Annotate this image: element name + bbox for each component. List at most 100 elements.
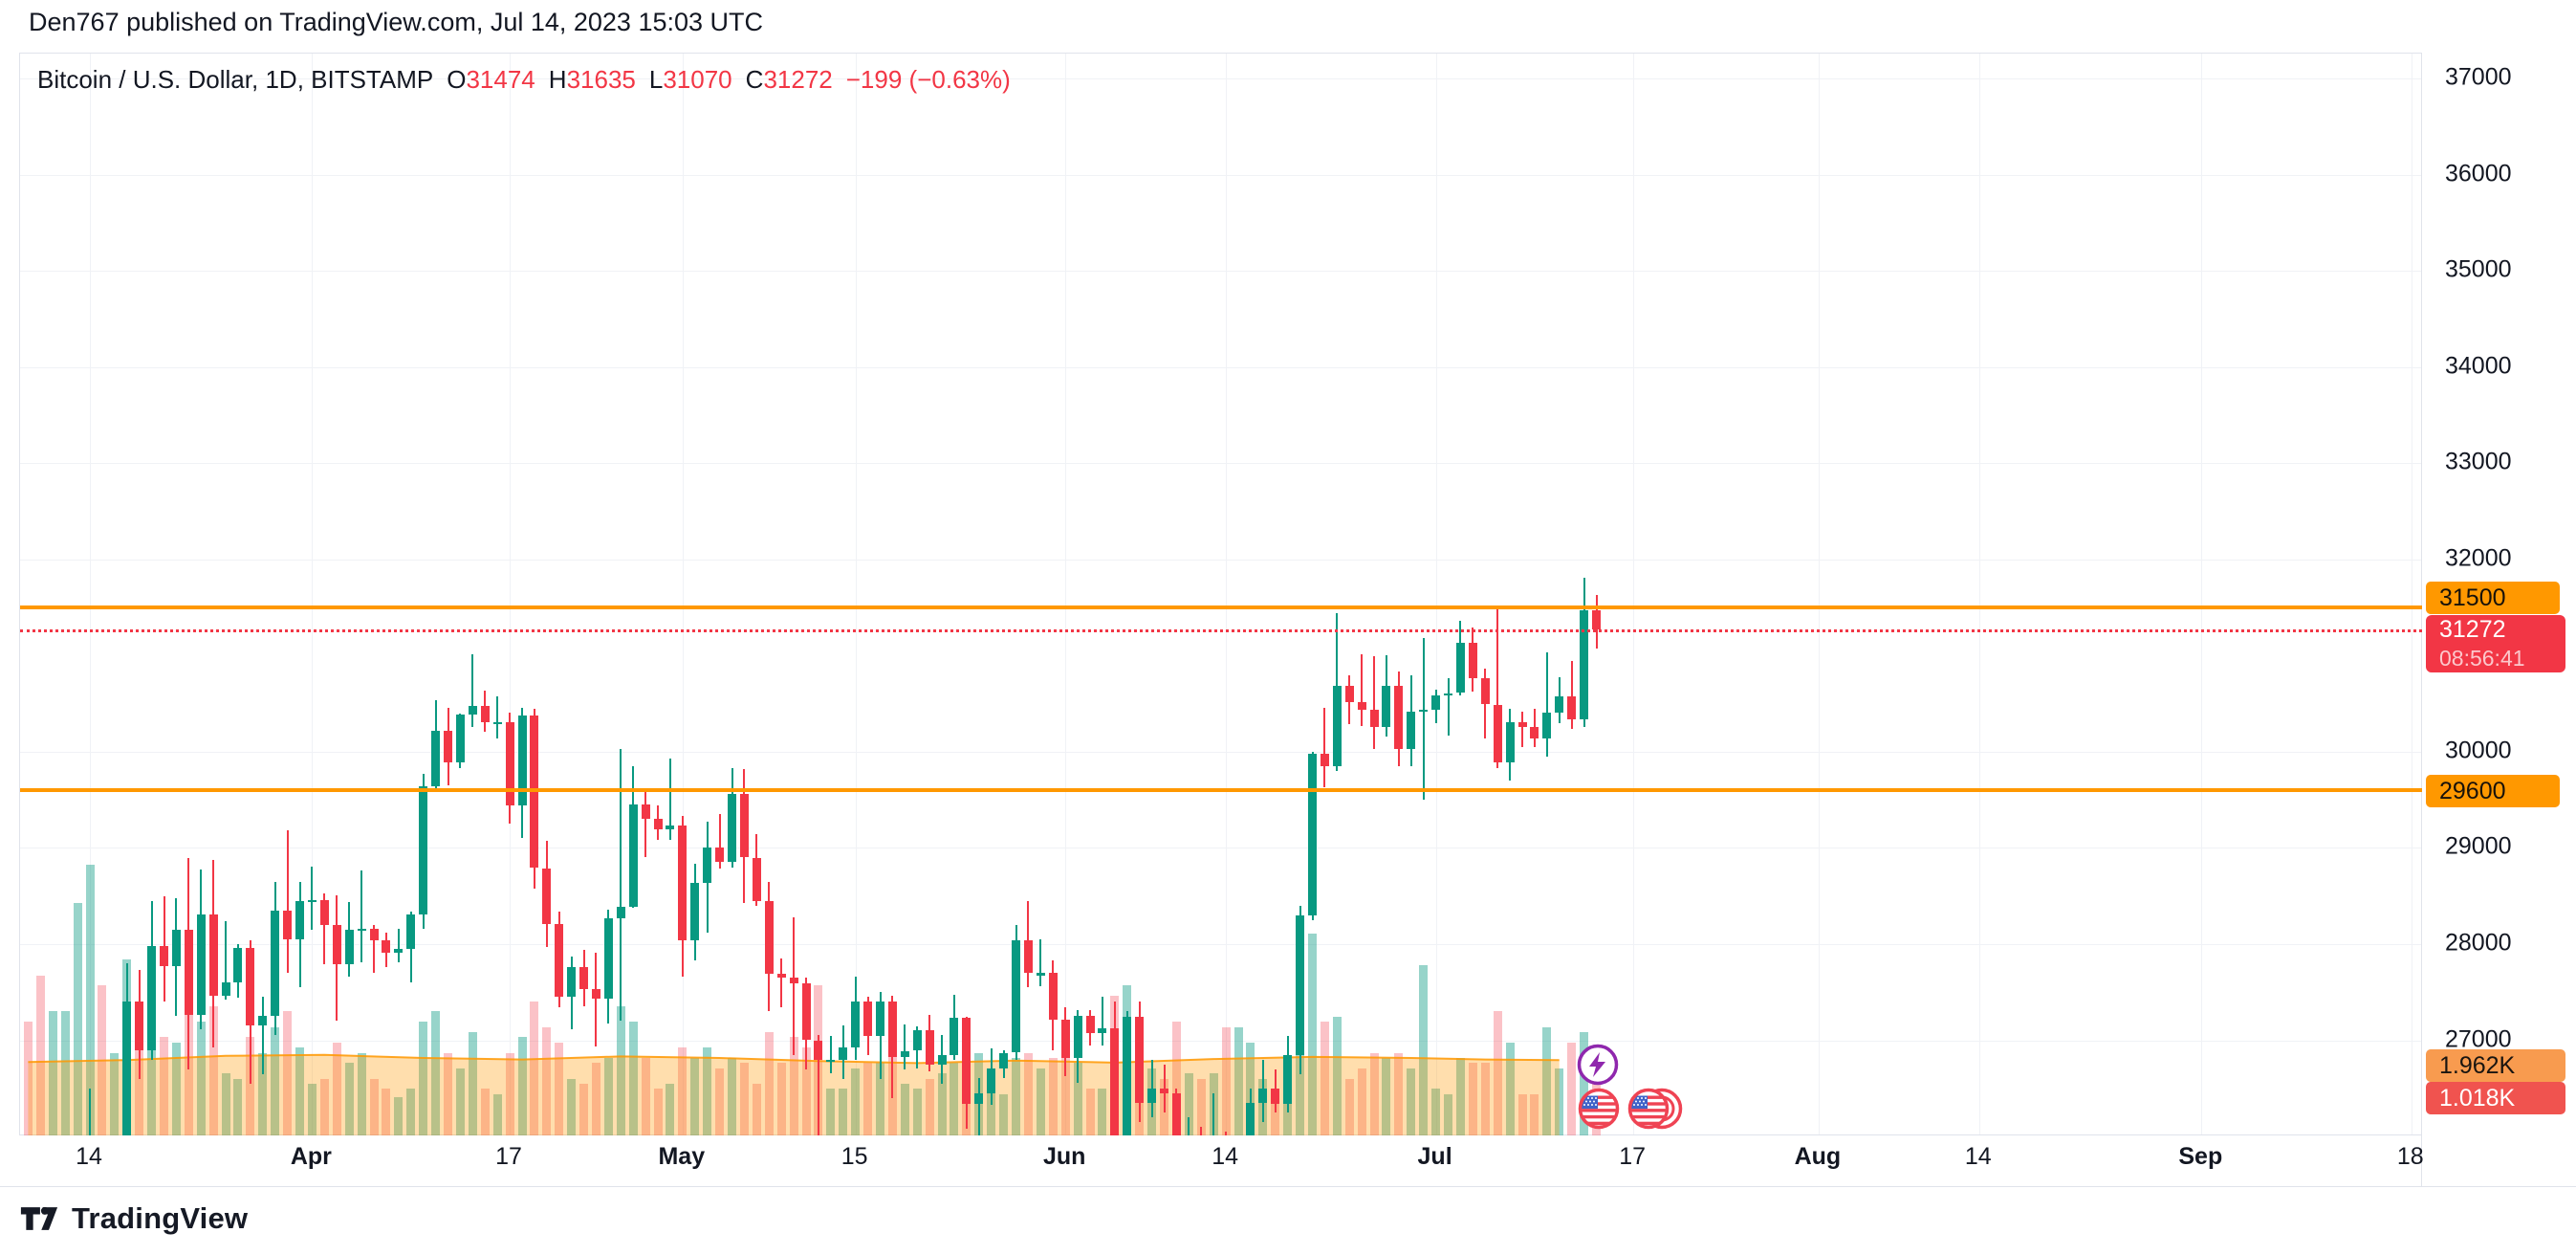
volume-bar — [48, 1011, 57, 1135]
legend-open-label: O — [447, 65, 467, 94]
chart-plot-area[interactable]: Bitcoin / U.S. Dollar, 1D, BITSTAMP O3147… — [19, 53, 2422, 1135]
lightning-alert-icon[interactable] — [1577, 1044, 1619, 1086]
candle-wick — [718, 814, 721, 870]
volume-bar — [1517, 1093, 1527, 1135]
candle-body — [703, 848, 712, 883]
candle-body — [196, 914, 206, 1016]
volume-bar — [60, 1011, 70, 1135]
price-tick-label: 27000 — [2445, 1025, 2512, 1052]
legend-timeframe: 1D — [265, 65, 297, 94]
last-price-line[interactable] — [20, 629, 2422, 632]
v-gridline — [1435, 54, 1437, 1135]
volume-bar — [344, 1063, 354, 1135]
candle-body — [950, 1018, 959, 1055]
volume-bar — [35, 975, 45, 1135]
candle-body — [616, 906, 625, 918]
price-axis[interactable]: 31500 31272 08:56:41 29600 1.962K 1.018K… — [2421, 53, 2576, 1186]
volume-bar — [789, 1037, 798, 1135]
candle-wick — [1150, 1059, 1153, 1117]
time-axis-label: 17 — [495, 1143, 522, 1170]
volume-bar — [221, 1073, 230, 1135]
volume-bar — [357, 1052, 366, 1135]
candle-wick — [323, 892, 326, 965]
candle-body — [925, 1030, 934, 1065]
candle-wick — [1570, 661, 1573, 729]
volume-bar — [1308, 934, 1317, 1135]
v-gridline — [1633, 54, 1635, 1135]
legend-low-label: L — [648, 65, 664, 94]
h-gridline — [20, 463, 2422, 465]
price-tick-label: 36000 — [2445, 160, 2512, 187]
bottom-separator — [0, 1186, 2576, 1187]
volume-bar — [1505, 1042, 1515, 1135]
candle-wick — [817, 1034, 819, 1135]
support-line[interactable] — [20, 788, 2422, 793]
us-flag-event-icon[interactable] — [1578, 1088, 1620, 1130]
volume-bar — [1085, 1089, 1095, 1135]
candle-body — [1344, 685, 1354, 702]
legend-high-value: 31635 — [566, 65, 636, 94]
volume-bar — [678, 1047, 688, 1135]
candle-wick — [1225, 1132, 1228, 1135]
candle-body — [567, 967, 577, 998]
candle-body — [406, 914, 416, 949]
volume-bar — [616, 1006, 625, 1135]
candle-wick — [1163, 1064, 1166, 1112]
candle-body — [1332, 685, 1342, 766]
h-gridline — [20, 944, 2422, 945]
candle-wick — [1521, 711, 1523, 747]
candle-wick — [225, 920, 227, 1001]
v-gridline — [90, 54, 91, 1135]
volume-bar — [1419, 964, 1429, 1135]
volume-bar — [307, 1084, 317, 1135]
candle-body — [455, 714, 465, 762]
candle-body — [555, 923, 564, 998]
chart-legend[interactable]: Bitcoin / U.S. Dollar, 1D, BITSTAMP O3147… — [37, 65, 1011, 94]
candle-body — [1271, 1088, 1280, 1104]
time-axis-label: 15 — [840, 1143, 868, 1170]
v-gridline — [1065, 54, 1067, 1135]
candle-wick — [595, 953, 598, 1046]
candle-body — [937, 1054, 947, 1065]
volume-bar — [530, 1001, 539, 1135]
candle-wick — [1101, 997, 1103, 1046]
volume-bar — [776, 1063, 786, 1135]
resistance-line[interactable] — [20, 605, 2422, 609]
candle-body — [641, 804, 650, 820]
candle-body — [863, 1002, 873, 1037]
volume-bar — [1073, 1063, 1082, 1135]
volume-bar — [1394, 1052, 1404, 1135]
candle-body — [1110, 1028, 1120, 1135]
candle-body — [283, 910, 293, 939]
v-gridline — [1818, 54, 1820, 1135]
candle-body — [1357, 701, 1366, 710]
candle-body — [1246, 1102, 1255, 1135]
price-tick-label: 33000 — [2445, 448, 2512, 475]
volume-bar — [110, 1052, 120, 1135]
candle-body — [1555, 695, 1564, 713]
volume-bar — [653, 1089, 663, 1135]
volume-bar — [801, 1047, 811, 1135]
volume-bar — [332, 1042, 341, 1135]
candle-body — [295, 900, 304, 939]
time-axis[interactable]: 14 Apr 17 May 15 Jun 14 Jul 17 Aug 14 Sep 18 — [19, 1134, 2424, 1186]
h-gridline — [20, 366, 2422, 368]
candle-body — [1308, 753, 1317, 915]
legend-close-label: C — [745, 65, 764, 94]
candle-body — [135, 1002, 144, 1050]
tradingview-logo[interactable]: TradingView — [20, 1201, 248, 1236]
candle-body — [826, 1059, 836, 1063]
legend-change: −199 (−0.63%) — [845, 65, 1011, 94]
price-badge-29600: 29600 — [2426, 775, 2560, 807]
volume-bar — [1493, 1011, 1502, 1135]
volume-bar — [1369, 1052, 1379, 1135]
candle-body — [1431, 694, 1441, 710]
candle-wick — [1212, 1092, 1215, 1135]
us-flag-event-icon-front[interactable] — [1627, 1088, 1670, 1130]
volume-bar — [839, 1089, 848, 1135]
candle-body — [628, 804, 638, 907]
volume-bar — [196, 1022, 206, 1135]
h-gridline — [20, 559, 2422, 561]
volume-bar — [1431, 1089, 1441, 1135]
time-axis-label: Apr — [290, 1143, 332, 1170]
